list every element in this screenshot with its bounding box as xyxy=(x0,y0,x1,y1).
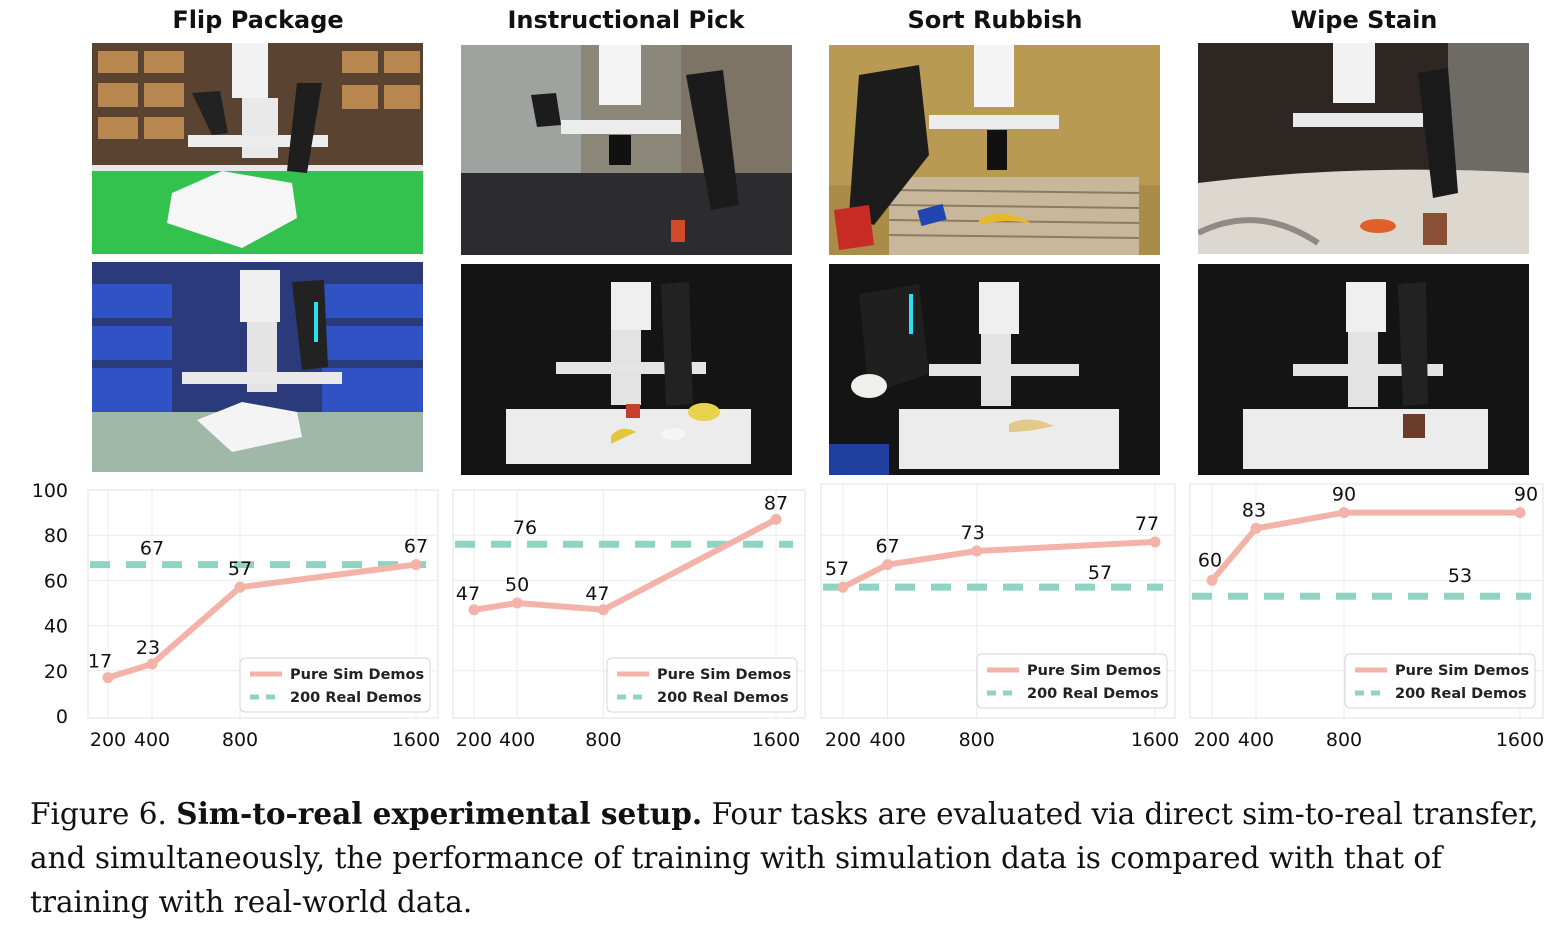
legend-box xyxy=(239,657,431,713)
x-tick-label: 1600 xyxy=(1131,729,1179,751)
chart-frame xyxy=(1189,483,1544,719)
x-tick-label: 1600 xyxy=(392,729,440,751)
x-tick-label: 1600 xyxy=(752,729,800,751)
caption-bold-title: Sim-to-real experimental setup. xyxy=(176,796,703,831)
x-tick-label: 400 xyxy=(1238,729,1274,751)
x-tick-label: 800 xyxy=(1326,729,1362,751)
task-title-flip-package: Flip Package xyxy=(172,6,344,34)
x-tick-label: 200 xyxy=(90,729,126,751)
data-label-sim: 90 xyxy=(1332,484,1356,506)
data-point-sim xyxy=(1206,574,1218,586)
legend-label-sim: Pure Sim Demos xyxy=(1027,663,1161,679)
real-photo-sort-rubbish xyxy=(829,264,1160,475)
data-point-sim xyxy=(597,604,609,616)
x-tick-label: 200 xyxy=(1194,729,1230,751)
y-tick-label: 80 xyxy=(44,525,68,547)
sim-photo-flip-package xyxy=(92,43,423,254)
data-point-sim xyxy=(837,581,849,593)
legend-label-real: 200 Real Demos xyxy=(1027,686,1159,702)
real-photo-flip-package xyxy=(92,262,423,472)
sim-photo-instructional-pick xyxy=(461,45,792,255)
x-tick-label: 200 xyxy=(456,729,492,751)
x-tick-label: 400 xyxy=(499,729,535,751)
y-tick-label: 20 xyxy=(44,661,68,683)
x-tick-label: 200 xyxy=(825,729,861,751)
data-label-sim: 67 xyxy=(404,536,428,558)
data-label-sim: 47 xyxy=(585,583,609,605)
x-tick-label: 1600 xyxy=(1496,729,1544,751)
data-point-sim xyxy=(1149,536,1161,548)
real-photo-wipe-stain xyxy=(1198,264,1529,475)
legend-label-real: 200 Real Demos xyxy=(1395,686,1527,702)
data-label-sim: 47 xyxy=(456,583,480,605)
task-title-wipe-stain: Wipe Stain xyxy=(1290,6,1438,34)
data-point-sim xyxy=(234,581,246,593)
data-label-sim: 50 xyxy=(505,574,529,596)
y-tick-label: 100 xyxy=(32,480,68,502)
x-tick-label: 400 xyxy=(134,729,170,751)
chart-frame xyxy=(87,489,439,719)
x-tick-label: 800 xyxy=(222,729,258,751)
data-label-sim: 60 xyxy=(1198,549,1222,571)
sim-photo-sort-rubbish xyxy=(829,45,1160,255)
caption-label: Figure 6. xyxy=(30,797,167,831)
data-label-sim: 73 xyxy=(961,522,985,544)
data-label-real: 57 xyxy=(1088,562,1112,584)
data-point-sim xyxy=(410,559,422,571)
legend-box xyxy=(1344,653,1536,709)
data-point-sim xyxy=(1514,507,1526,519)
data-point-sim xyxy=(511,597,523,609)
figure-caption: Figure 6. Sim-to-real experimental setup… xyxy=(30,792,1560,924)
real-photo-instructional-pick xyxy=(461,264,792,475)
chart-frame xyxy=(452,489,806,719)
series-line-sim-demos xyxy=(105,561,419,681)
data-label-sim: 83 xyxy=(1242,499,1266,521)
data-point-sim xyxy=(1338,507,1350,519)
legend-box xyxy=(606,657,798,713)
series-line-sim-demos xyxy=(840,538,1158,591)
series-line-sim-demos xyxy=(471,516,779,613)
y-tick-label: 40 xyxy=(44,616,68,638)
data-point-sim xyxy=(1250,522,1262,534)
legend-label-sim: Pure Sim Demos xyxy=(1395,663,1529,679)
data-label-real: 67 xyxy=(140,538,164,560)
legend-label-real: 200 Real Demos xyxy=(657,690,789,706)
data-point-sim xyxy=(882,559,894,571)
caption-text: Four tasks are evaluated via direct sim-… xyxy=(30,797,1539,919)
data-label-real: 76 xyxy=(513,517,537,539)
data-point-sim xyxy=(102,672,114,684)
task-title-instructional-pick: Instructional Pick xyxy=(507,6,745,34)
x-tick-label: 400 xyxy=(869,729,905,751)
legend-label-sim: Pure Sim Demos xyxy=(290,667,424,683)
data-point-sim xyxy=(770,513,782,525)
data-point-sim xyxy=(468,604,480,616)
data-label-sim: 90 xyxy=(1514,484,1538,506)
data-label-real: 53 xyxy=(1448,565,1472,587)
legend-label-real: 200 Real Demos xyxy=(290,690,422,706)
legend-label-sim: Pure Sim Demos xyxy=(657,667,791,683)
y-tick-label: 0 xyxy=(56,706,68,728)
y-tick-label: 60 xyxy=(44,570,68,592)
x-tick-label: 800 xyxy=(585,729,621,751)
x-tick-label: 800 xyxy=(959,729,995,751)
data-point-sim xyxy=(971,545,983,557)
results-charts: 200 400 800 1600 0 20 40 60 80 100 67 17 23 57 67 Pure … xyxy=(32,480,1544,751)
sim-photo-wipe-stain xyxy=(1198,43,1529,254)
series-line-sim-demos xyxy=(1209,509,1523,584)
data-label-sim: 67 xyxy=(875,536,899,558)
chart-frame xyxy=(820,483,1176,719)
legend-box xyxy=(976,653,1168,709)
data-label-sim: 57 xyxy=(825,558,849,580)
data-label-sim: 87 xyxy=(764,492,788,514)
data-point-sim xyxy=(146,658,158,670)
data-label-sim: 17 xyxy=(88,651,112,673)
data-label-sim: 77 xyxy=(1135,513,1159,535)
data-label-sim: 23 xyxy=(136,637,160,659)
data-label-sim: 57 xyxy=(228,558,252,580)
task-title-sort-rubbish: Sort Rubbish xyxy=(907,6,1083,34)
